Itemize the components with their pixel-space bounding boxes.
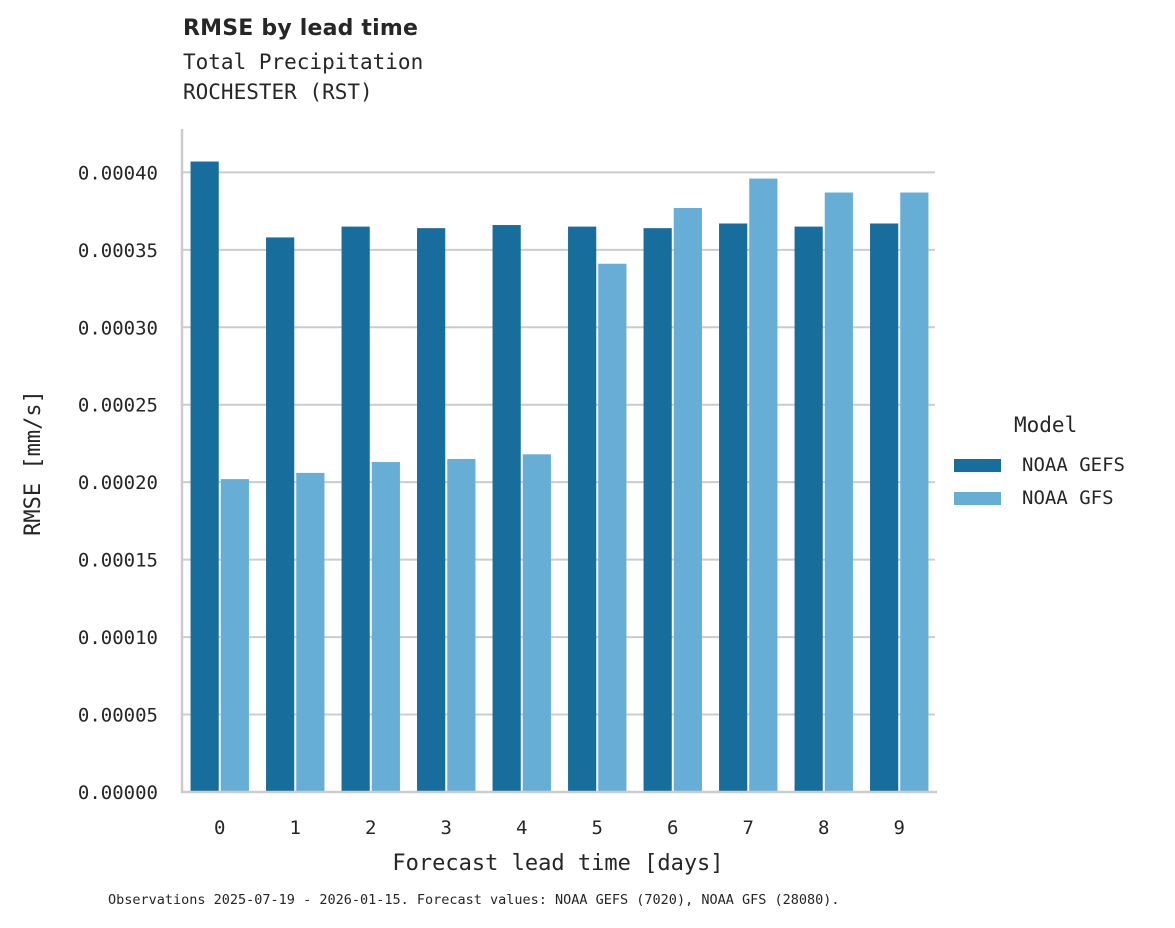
bar-noaa-gfs-1 — [296, 472, 325, 792]
bar-noaa-gefs-3 — [417, 228, 446, 792]
axis-spines — [180, 129, 937, 794]
x-tick-label: 1 — [290, 817, 301, 839]
x-tick-label: 0 — [214, 817, 225, 839]
chart-subtitle-variable: Total Precipitation — [183, 50, 424, 74]
bar-noaa-gfs-4 — [522, 454, 551, 792]
bar-noaa-gfs-5 — [598, 263, 627, 792]
x-tick-label: 2 — [365, 817, 376, 839]
chart-subtitle-station: ROCHESTER (RST) — [183, 80, 373, 104]
x-tick-label: 8 — [818, 817, 829, 839]
x-tick-label: 6 — [667, 817, 678, 839]
bar-noaa-gefs-5 — [568, 226, 597, 792]
y-tick-label: 0.00035 — [78, 240, 158, 262]
bar-noaa-gefs-9 — [870, 223, 899, 793]
legend-swatch-gefs — [954, 458, 1001, 472]
bar-noaa-gfs-7 — [749, 178, 778, 793]
legend-swatch-gfs — [954, 491, 1001, 505]
x-tick-label: 3 — [441, 817, 452, 839]
bar-noaa-gefs-0 — [190, 161, 219, 792]
bar-noaa-gefs-6 — [643, 228, 672, 792]
bar-noaa-gfs-9 — [900, 192, 929, 792]
y-tick-label: 0.00020 — [78, 472, 158, 494]
footnote: Observations 2025-07-19 - 2026-01-15. Fo… — [108, 892, 840, 908]
bar-noaa-gefs-2 — [341, 226, 370, 792]
bar-noaa-gefs-8 — [794, 226, 823, 792]
bar-noaa-gfs-8 — [824, 192, 853, 792]
y-tick-label: 0.00030 — [78, 317, 158, 339]
bar-noaa-gfs-2 — [371, 462, 400, 792]
x-tick-label: 7 — [743, 817, 754, 839]
bar-noaa-gefs-7 — [719, 223, 748, 793]
x-tick-label: 9 — [894, 817, 905, 839]
x-axis-ticks: 0 1 2 3 4 5 6 7 8 9 — [214, 817, 905, 839]
legend-label-gfs: NOAA GFS — [1022, 487, 1114, 509]
bar-noaa-gefs-1 — [266, 237, 295, 793]
y-tick-label: 0.00010 — [78, 627, 158, 649]
y-axis-label: RMSE [mm/s] — [21, 390, 46, 536]
x-tick-label: 5 — [592, 817, 603, 839]
legend-item-gefs: NOAA GEFS — [954, 454, 1125, 476]
legend-item-gfs: NOAA GFS — [954, 487, 1114, 509]
bar-noaa-gfs-0 — [220, 479, 249, 792]
y-tick-label: 0.00015 — [78, 550, 158, 572]
bar-noaa-gfs-3 — [447, 458, 476, 792]
bar-noaa-gfs-6 — [673, 208, 702, 793]
y-axis-ticks: 0.00000 0.00005 0.00010 0.00015 0.00020 0.000… — [78, 162, 158, 804]
y-tick-label: 0.00000 — [78, 782, 158, 804]
legend-title: Model — [1014, 413, 1078, 437]
bar-noaa-gefs-4 — [492, 225, 521, 792]
x-axis-label: Forecast lead time [days] — [392, 851, 723, 876]
y-tick-label: 0.00040 — [78, 162, 158, 184]
x-tick-label: 4 — [516, 817, 527, 839]
y-tick-label: 0.00025 — [78, 395, 158, 417]
bars — [190, 161, 929, 793]
legend-label-gefs: NOAA GEFS — [1022, 454, 1125, 476]
chart-title: RMSE by lead time — [183, 16, 419, 41]
y-tick-label: 0.00005 — [78, 705, 158, 727]
